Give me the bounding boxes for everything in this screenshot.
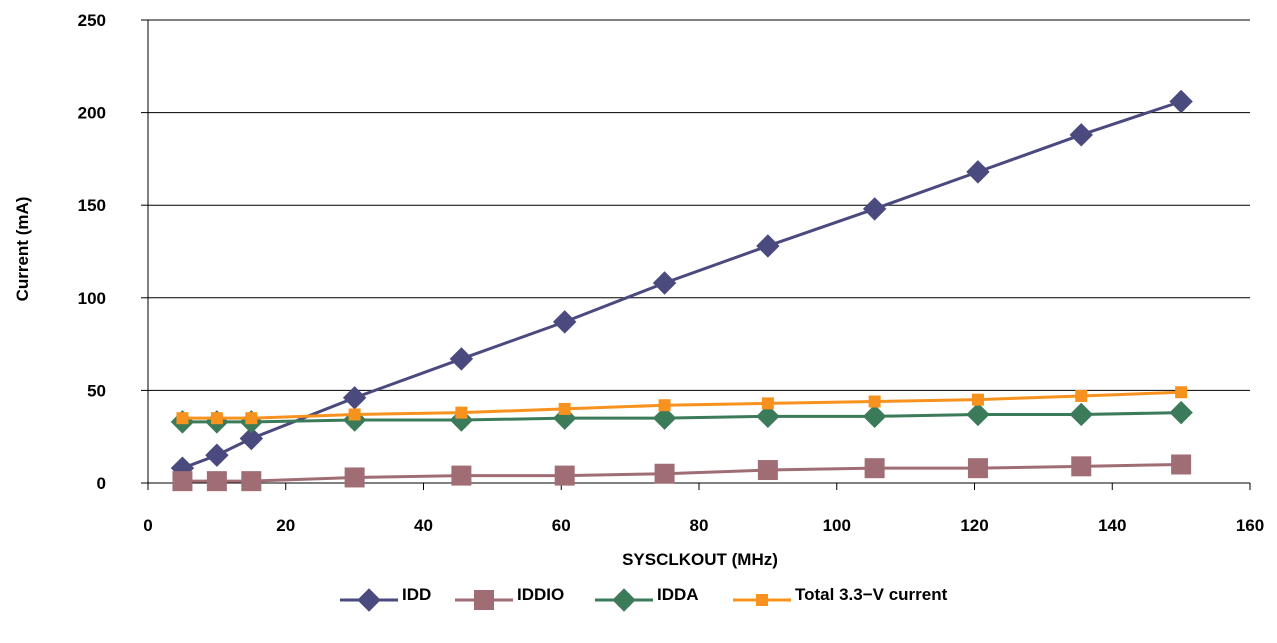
- y-tick-label: 100: [78, 289, 106, 308]
- grid-layer: [148, 19, 1250, 391]
- y-tick-label: 250: [78, 11, 106, 30]
- data-point: [1069, 402, 1093, 427]
- x-axis-title: SYSCLKOUT (MHz): [622, 550, 778, 569]
- data-point: [652, 271, 677, 295]
- data-point: [966, 402, 990, 427]
- x-tick-label: 80: [690, 516, 709, 535]
- legend-label: IDDIO: [517, 585, 564, 604]
- legend-item: IDD: [340, 585, 431, 612]
- x-tick-label: 40: [414, 516, 433, 535]
- data-point: [1169, 400, 1193, 425]
- legend-item: IDDA: [595, 585, 699, 612]
- legend-label: IDD: [402, 585, 431, 604]
- series-iddio: [172, 454, 1192, 492]
- legend: IDD IDDIO IDDA Total 3.3−V current: [340, 585, 948, 612]
- data-point: [1071, 456, 1092, 477]
- legend-swatch-marker: [612, 588, 636, 612]
- axes-layer: [141, 19, 1251, 490]
- x-tick-label: 20: [276, 516, 295, 535]
- data-point: [868, 395, 881, 408]
- y-tick-label: 0: [97, 474, 106, 493]
- data-point: [205, 443, 229, 467]
- series-line: [182, 462, 1182, 483]
- data-point: [1175, 386, 1188, 399]
- series-total-3-3-v-current: [176, 386, 1188, 425]
- data-point: [172, 471, 193, 492]
- x-tick-label: 0: [143, 516, 152, 535]
- data-point: [1169, 89, 1193, 114]
- data-point: [971, 393, 984, 406]
- data-point: [241, 471, 262, 492]
- data-point: [554, 465, 575, 486]
- data-point: [761, 397, 774, 410]
- data-point: [658, 399, 671, 412]
- ticks-layer: 0 50 100 150 200 250 0 20 40 60 80 100 120 140 160: [78, 11, 1265, 535]
- y-tick-label: 200: [78, 104, 106, 123]
- data-point: [654, 463, 675, 484]
- x-tick-label: 60: [552, 516, 571, 535]
- data-point: [348, 408, 361, 421]
- legend-swatch-marker: [756, 594, 768, 606]
- data-point: [206, 471, 227, 492]
- x-tick-label: 100: [823, 516, 851, 535]
- data-point: [966, 160, 990, 184]
- y-axis-title: Current (mA): [13, 197, 32, 302]
- legend-item: IDDIO: [455, 585, 564, 610]
- data-point: [967, 458, 988, 479]
- x-tick-label: 140: [1098, 516, 1126, 535]
- data-point: [245, 412, 258, 425]
- data-point: [552, 310, 577, 334]
- data-point: [862, 404, 887, 429]
- data-point: [451, 465, 472, 486]
- data-point: [756, 234, 780, 258]
- legend-swatch-marker: [474, 590, 494, 610]
- data-point: [862, 197, 887, 221]
- data-point: [1069, 123, 1093, 147]
- data-point: [1075, 389, 1088, 402]
- data-point: [449, 347, 474, 371]
- legend-item: Total 3.3−V current: [733, 585, 948, 606]
- data-point: [558, 402, 571, 415]
- data-point: [176, 412, 189, 425]
- data-point: [756, 404, 780, 429]
- legend-label: Total 3.3−V current: [795, 585, 948, 604]
- data-point: [210, 412, 223, 425]
- legend-label: IDDA: [657, 585, 699, 604]
- data-point: [864, 458, 885, 479]
- data-point: [239, 426, 264, 451]
- series-layer: [170, 89, 1193, 492]
- data-point: [344, 467, 365, 488]
- x-tick-label: 120: [960, 516, 988, 535]
- data-point: [455, 406, 468, 419]
- data-point: [652, 406, 677, 430]
- y-tick-label: 150: [78, 196, 106, 215]
- y-tick-label: 50: [87, 381, 106, 400]
- x-tick-label: 160: [1236, 516, 1264, 535]
- data-point: [757, 460, 778, 481]
- data-point: [1171, 454, 1192, 475]
- legend-swatch-marker: [357, 588, 381, 612]
